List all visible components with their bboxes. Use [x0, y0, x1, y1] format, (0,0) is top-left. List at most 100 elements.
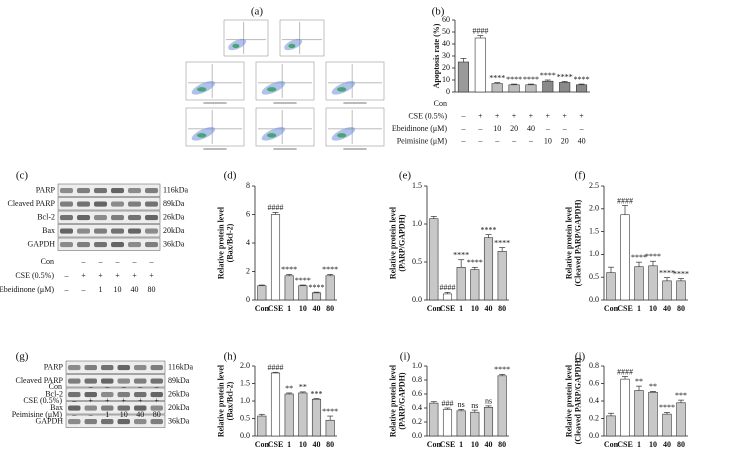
panel-label: (e): [399, 170, 412, 182]
panel-label: (j): [575, 351, 586, 363]
significance: ****: [281, 265, 297, 274]
blot-band: [134, 419, 147, 425]
panel-label: (i): [400, 351, 411, 363]
blot-band: [128, 215, 141, 221]
bar: [325, 419, 335, 437]
bar: [606, 415, 616, 437]
bar: [257, 285, 267, 301]
y-tick-label: 60: [442, 15, 450, 24]
x-tick-label: CSE: [440, 304, 456, 313]
panel-label: (c): [16, 170, 29, 182]
blot-band: [117, 392, 130, 398]
y-tick-label: 0.0: [412, 295, 422, 304]
blot-band: [84, 365, 97, 371]
flow-core: [197, 87, 207, 92]
bar: [676, 280, 686, 301]
x-tick-label: 40: [313, 440, 321, 449]
bar: [606, 272, 616, 301]
significance: ns: [471, 401, 478, 410]
x-tick-label: Con: [427, 304, 442, 313]
y-tick-label: 0.0: [589, 295, 599, 304]
y-tick-label: 20: [442, 63, 450, 72]
y-axis-label: Relative protein level: [216, 206, 225, 279]
blot-band: [145, 228, 158, 234]
blot-band: [84, 378, 97, 384]
blot-band: [111, 215, 124, 221]
significance: ****: [494, 365, 510, 374]
y-tick-label: 0.2: [412, 417, 422, 426]
significance: ****: [506, 75, 522, 84]
blot-band: [77, 242, 90, 248]
flow-core: [232, 43, 240, 49]
bar: [676, 402, 686, 437]
blot-band: [101, 392, 114, 398]
y-tick-label: 1.0: [412, 219, 422, 228]
condition-label: CSE (0.5%): [15, 271, 54, 280]
y-tick-label: 1.5: [589, 226, 599, 235]
flow-core: [267, 133, 277, 138]
condition-cell: –: [494, 136, 500, 145]
blot-strip: [57, 210, 161, 224]
blot-band: [150, 419, 163, 425]
significance: ****: [574, 75, 590, 84]
y-tick-label: 0: [246, 295, 250, 304]
flow-plot: [279, 19, 325, 57]
bar: [491, 83, 503, 93]
blot-band: [128, 228, 141, 234]
blot-band: [60, 242, 73, 248]
bar: [542, 80, 554, 93]
blot-band: [145, 201, 158, 207]
panel-label: (f): [575, 170, 586, 182]
y-axis-label: (Bax/Bcl-2): [225, 381, 234, 420]
bar: [634, 390, 644, 437]
bar: [525, 84, 537, 93]
condition-cell: –: [115, 257, 121, 266]
y-tick-label: 6: [246, 209, 250, 218]
blot-row-label: GAPDH: [27, 240, 55, 249]
condition-cell: –: [104, 382, 110, 391]
y-tick-label: 0.5: [589, 272, 599, 281]
condition-cell: 40: [527, 124, 535, 133]
significance: ####: [440, 283, 456, 292]
condition-cell: –: [460, 111, 466, 120]
significance: ****: [322, 407, 338, 416]
condition-cell: +: [529, 111, 534, 120]
blot-band: [77, 201, 90, 207]
blot-row-label: Bax: [42, 226, 55, 235]
bar: [298, 392, 308, 437]
bar: [442, 293, 453, 301]
condition-cell: –: [88, 410, 94, 419]
y-tick-label: 0: [446, 87, 450, 96]
x-tick-label: 40: [663, 304, 671, 313]
flow-axis-caption: [203, 148, 227, 150]
y-tick-label: 10: [442, 75, 450, 84]
blot-band: [150, 405, 163, 411]
y-tick-label: 0.4: [412, 403, 422, 412]
bar: [662, 280, 672, 301]
bar: [270, 214, 281, 301]
y-axis-label: Relative protein level: [388, 206, 397, 279]
significance: ****: [489, 73, 505, 82]
significance: **: [299, 383, 307, 392]
bar: [456, 410, 466, 437]
condition-cell: –: [149, 257, 155, 266]
condition-label: Peimisine (μM): [397, 136, 448, 145]
condition-cell: –: [137, 382, 143, 391]
blot-band: [111, 201, 124, 207]
condition-cell: –: [132, 257, 138, 266]
blot-row-label: PARP: [44, 363, 64, 372]
x-tick-label: 10: [471, 440, 479, 449]
x-tick-label: 40: [485, 304, 493, 313]
significance: ****: [557, 72, 573, 81]
blot-strip: [57, 197, 161, 211]
x-tick-label: 1: [459, 304, 463, 313]
condition-cell: +: [98, 271, 103, 280]
blot-band: [84, 405, 97, 411]
y-tick-label: 2: [246, 266, 250, 275]
significance: ****: [673, 269, 689, 278]
condition-cell: +: [88, 396, 93, 405]
condition-cell: –: [81, 257, 87, 266]
y-tick-label: 30: [442, 51, 450, 60]
x-tick-label: CSE: [617, 440, 633, 449]
